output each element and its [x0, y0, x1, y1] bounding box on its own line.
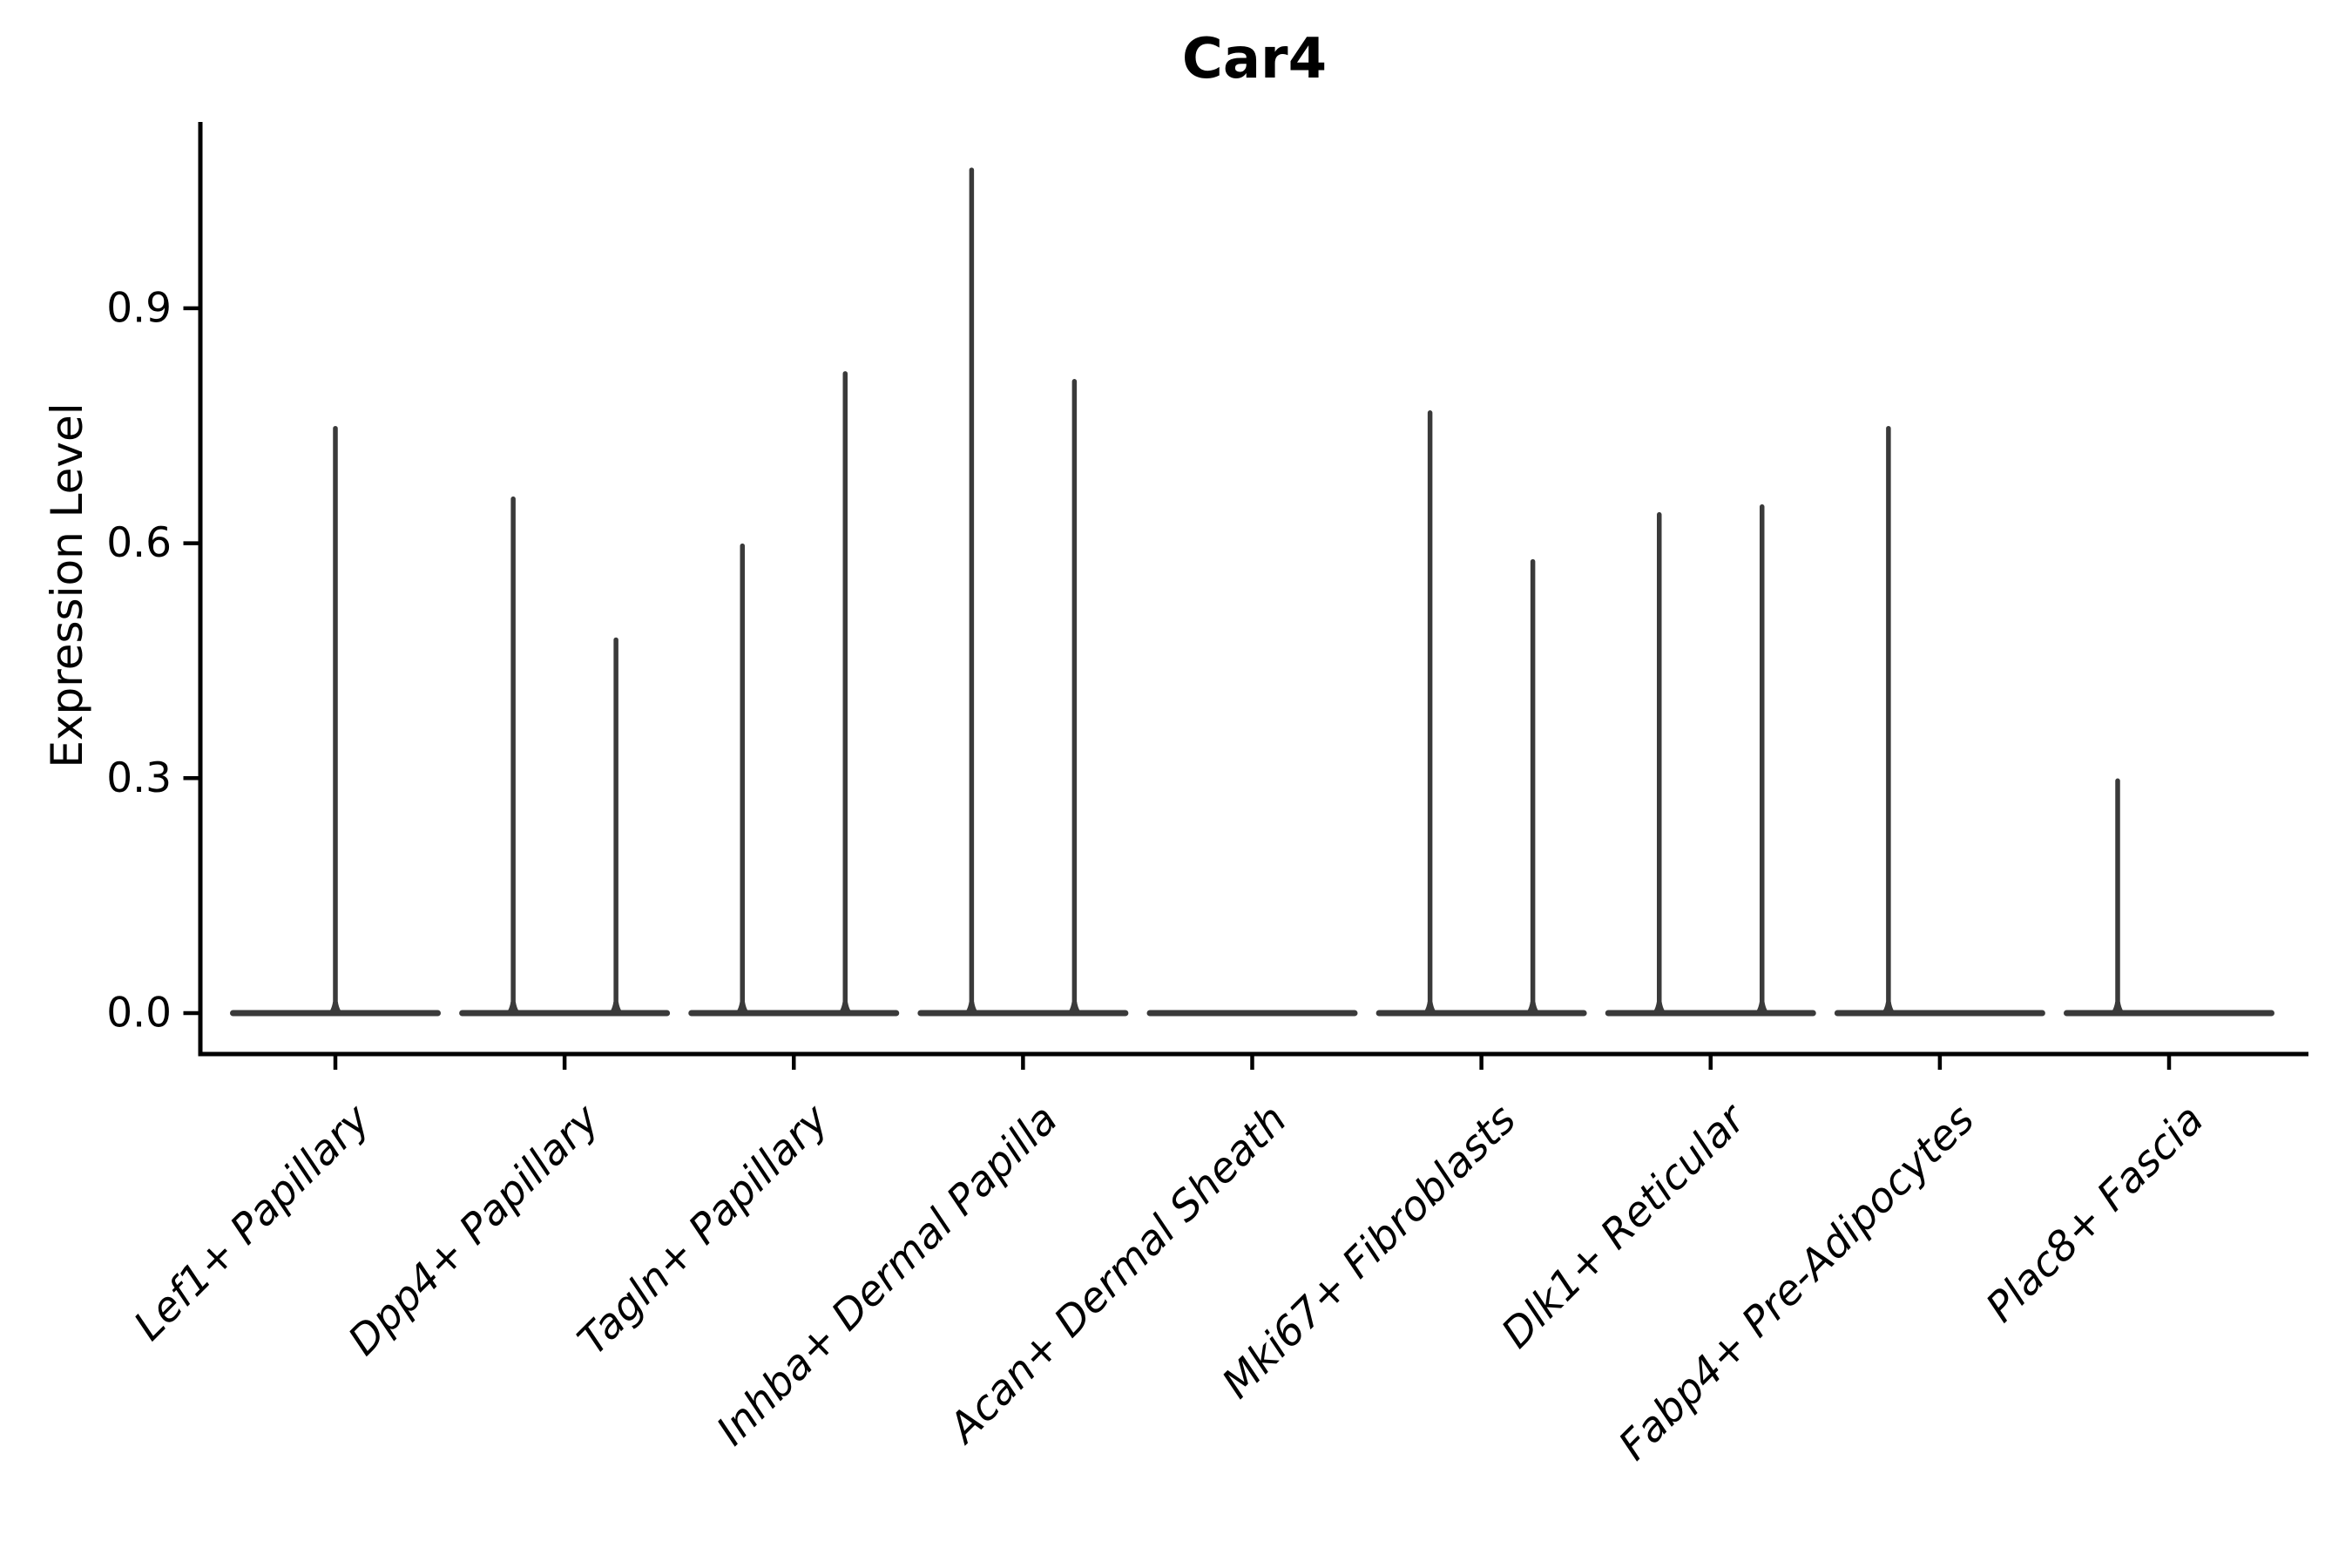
violin-body: [688, 1010, 900, 1017]
violin-body: [1834, 1010, 2045, 1017]
violin-body: [917, 1010, 1129, 1017]
violin-body: [1605, 1010, 1816, 1017]
x-tick-label: Dlk1+ Reticular: [1492, 1094, 1756, 1358]
violin-body: [2064, 1010, 2274, 1017]
y-tick-label: 0.0: [106, 990, 172, 1037]
x-tick-label: Plac8+ Fascia: [1977, 1096, 2213, 1332]
y-axis-label: Expression Level: [42, 402, 92, 768]
plot-title: Car4: [1181, 27, 1328, 91]
violin-body: [1375, 1010, 1587, 1017]
y-tick-label: 0.3: [106, 754, 172, 802]
violin-body: [459, 1010, 671, 1017]
x-tick-label: Lef1+ Papillary: [125, 1095, 380, 1350]
violin-body: [1146, 1010, 1358, 1017]
x-tick-label: Dpp4+ Papillary: [339, 1095, 609, 1365]
y-tick-label: 0.6: [106, 519, 172, 567]
x-tick-label: Tagln+ Papillary: [569, 1095, 839, 1365]
y-tick-label: 0.9: [106, 284, 172, 332]
